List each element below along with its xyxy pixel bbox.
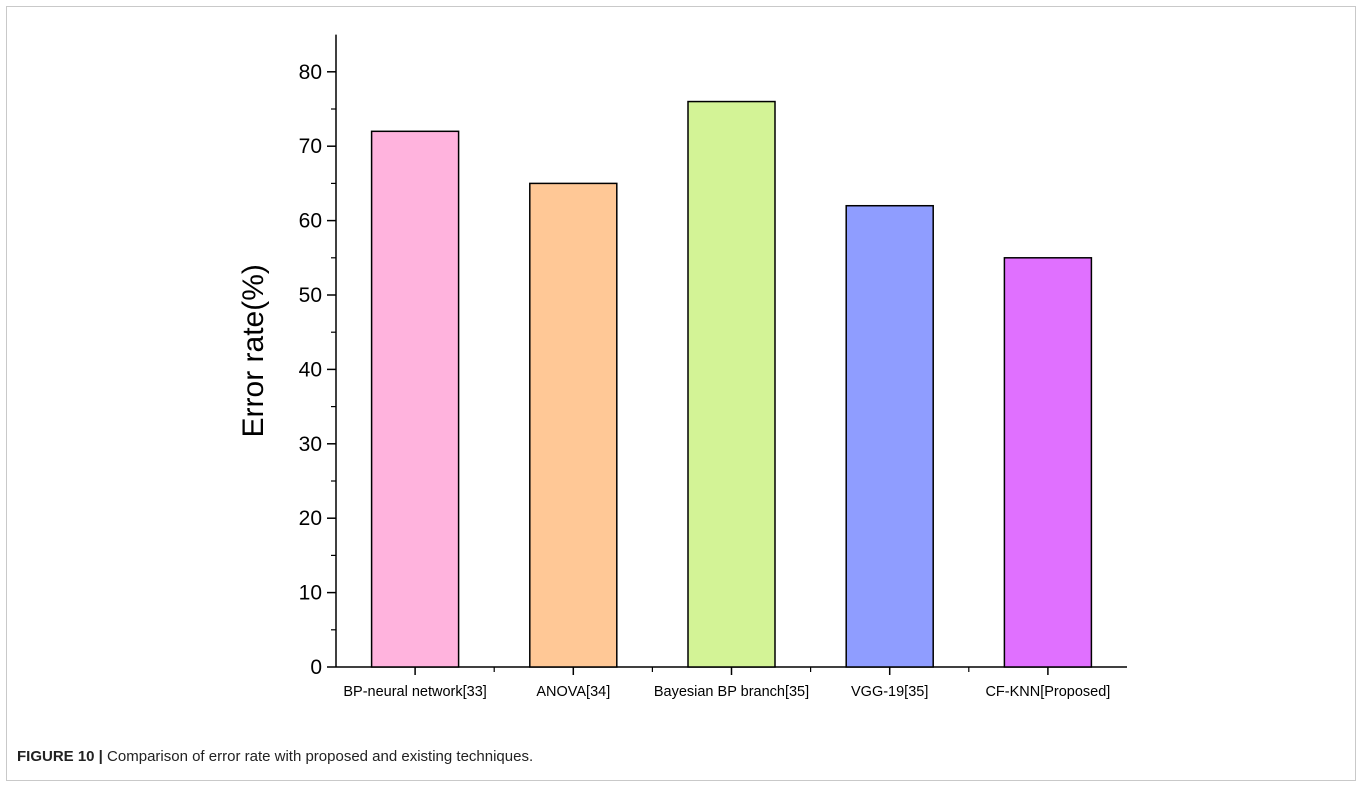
figure-frame: 0 10 20 30 40 50 60 70 80 Error rate(%) BP-neural …	[6, 6, 1356, 781]
y-tick-label-60: 60	[299, 210, 322, 233]
x-tick-label-1: ANOVA[34]	[536, 684, 610, 700]
x-tick-label-0: BP-neural network[33]	[343, 684, 486, 700]
bar-chart: 0 10 20 30 40 50 60 70 80 Error rate(%) BP-neural …	[237, 34, 1127, 700]
x-tick-label-4: CF-KNN[Proposed]	[985, 684, 1110, 700]
caption-text: Comparison of error rate with proposed a…	[102, 748, 534, 765]
y-tick-label-10: 10	[299, 582, 322, 605]
y-tick-label-50: 50	[299, 284, 322, 307]
bar-1	[529, 182, 618, 668]
y-tick-label-70: 70	[299, 135, 322, 158]
y-tick-label-40: 40	[299, 358, 322, 381]
bar-3	[845, 204, 934, 668]
bar-4	[1003, 257, 1093, 668]
x-tick-label-3: VGG-19[35]	[851, 684, 928, 700]
bar-0	[370, 130, 460, 668]
x-tick-label-2: Bayesian BP branch[35]	[654, 684, 809, 700]
y-tick-label-0: 0	[310, 656, 322, 679]
figure-caption: FIGURE 10 | Comparison of error rate wit…	[17, 748, 533, 765]
y-tick-label-80: 80	[299, 61, 322, 84]
bar-2	[687, 100, 776, 668]
y-axis-label: Error rate(%)	[237, 264, 270, 437]
y-tick-label-30: 30	[299, 433, 322, 456]
y-tick-label-20: 20	[299, 507, 322, 530]
caption-label: FIGURE 10 |	[17, 748, 103, 765]
